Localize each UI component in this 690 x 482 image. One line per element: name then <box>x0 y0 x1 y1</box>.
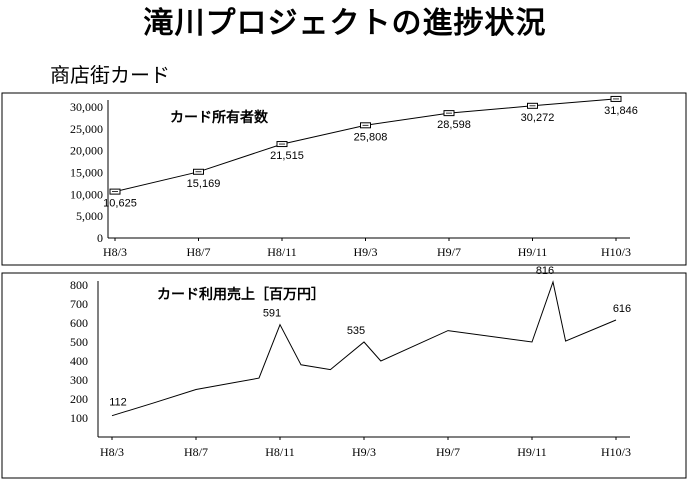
chart1-x-tick-label: H9/11 <box>518 245 548 259</box>
chart2-data-label: 816 <box>536 265 554 277</box>
chart1-y-tick-label: 30,000 <box>70 100 103 114</box>
chart1-data-label: 15,169 <box>187 178 221 190</box>
chart2-x-tick-label: H8/11 <box>265 445 295 459</box>
chart2-y-tick-label: 600 <box>70 316 88 330</box>
chart1-data-label: 31,846 <box>604 105 638 117</box>
chart1-y-tick-label: 25,000 <box>70 122 103 136</box>
chart1-title: カード所有者数 <box>170 109 269 126</box>
chart1-x-tick-label: H8/3 <box>103 245 127 259</box>
chart1-data-label: 21,515 <box>270 150 304 162</box>
chart1-y-tick-label: 10,000 <box>70 187 103 201</box>
chart2-y-tick-label: 100 <box>70 411 88 425</box>
chart1-x-tick-label: H9/7 <box>437 245 461 259</box>
chart2-y-tick-label: 300 <box>70 373 88 387</box>
chart2-x-tick-label: H9/7 <box>436 445 460 459</box>
chart2-y-tick-label: 800 <box>70 278 88 292</box>
chart2-x-tick-label: H10/3 <box>601 445 631 459</box>
chart1-y-tick-label: 5,000 <box>76 209 103 223</box>
chart2-x-tick-label: H8/7 <box>184 445 208 459</box>
chart1-x-tick-label: H8/7 <box>187 245 211 259</box>
section-title: 商店街カード <box>50 63 170 87</box>
chart1-x-tick-label: H10/3 <box>601 245 631 259</box>
chart1-y-tick-label: 15,000 <box>70 166 103 180</box>
chart2-title: カード利用売上［百万円］ <box>157 286 325 303</box>
chart2-x-tick-label: H9/11 <box>517 445 547 459</box>
chart2-x-tick-label: H8/3 <box>100 445 124 459</box>
chart1-frame <box>1 92 687 266</box>
chart2-y-tick-label: 700 <box>70 297 88 311</box>
chart2-y-tick-label: 500 <box>70 335 88 349</box>
chart1-data-label: 28,598 <box>437 119 471 131</box>
chart2-data-label: 616 <box>613 303 631 315</box>
chart1-data-label: 25,808 <box>354 131 388 143</box>
chart2-y-tick-label: 400 <box>70 354 88 368</box>
page-title: 滝川プロジェクトの進捗状況 <box>143 6 547 41</box>
chart1-data-label: 30,272 <box>521 112 555 124</box>
chart2-data-label: 112 <box>109 397 127 409</box>
chart1-x-tick-label: H9/3 <box>354 245 378 259</box>
chart1-x-tick-label: H8/11 <box>267 245 297 259</box>
chart2-data-label: 591 <box>263 308 281 320</box>
chart2-data-label: 535 <box>347 325 365 337</box>
chart1-y-tick-label: 20,000 <box>70 144 103 158</box>
chart2-frame <box>1 272 687 479</box>
chart1-data-label: 10,625 <box>103 198 137 210</box>
chart1-y-tick-label: 0 <box>97 231 103 245</box>
chart2-series-line <box>111 280 617 417</box>
chart2-y-tick-label: 200 <box>70 392 88 406</box>
chart2-x-tick-label: H9/3 <box>352 445 376 459</box>
